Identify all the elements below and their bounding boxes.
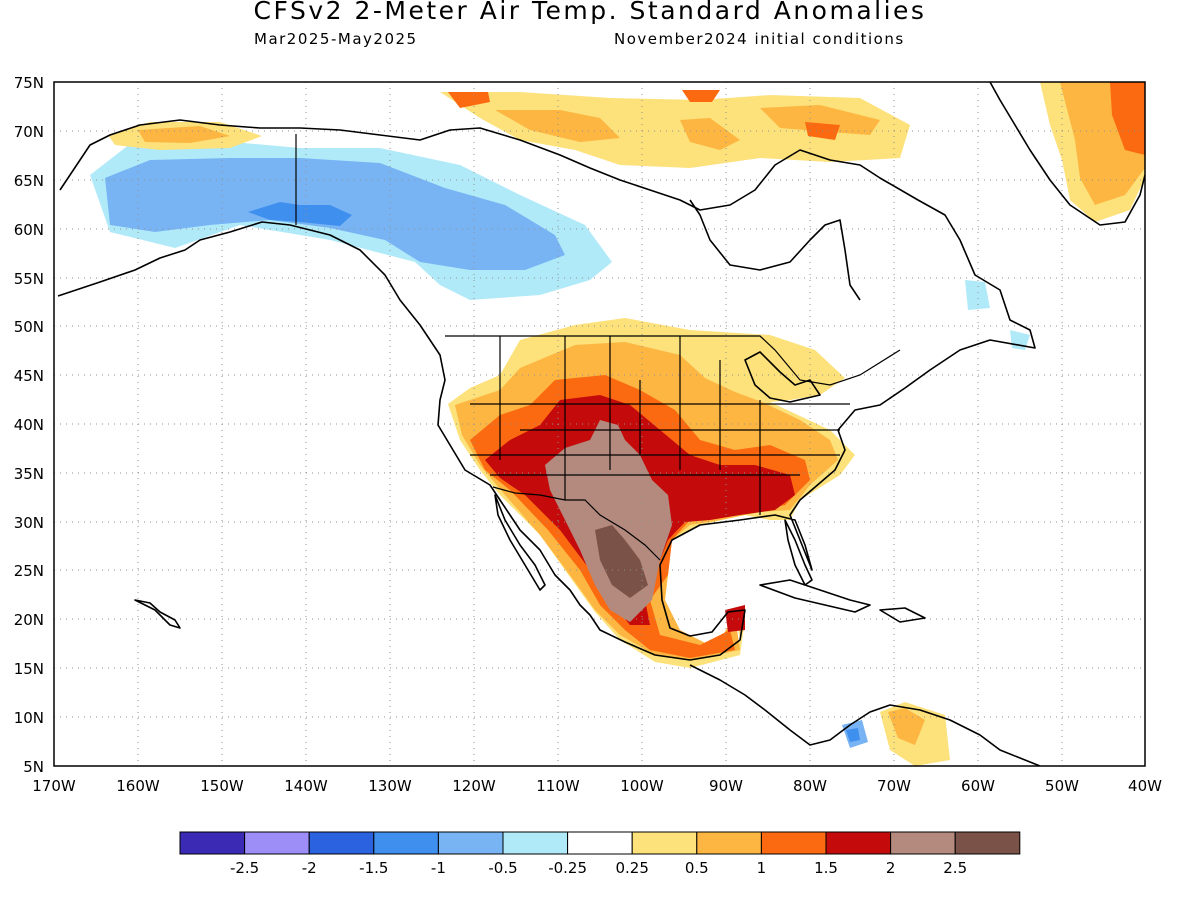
hawaii-islands	[134, 599, 181, 629]
map-title: CFSv2 2-Meter Air Temp. Standard Anomali…	[253, 0, 927, 25]
lat-label-50n: 50N	[14, 318, 44, 336]
warm-anomaly-alaska-north-core	[138, 126, 230, 143]
colorbar-tick-label: -2.5	[230, 859, 259, 877]
lon-label-120w: 120W	[452, 777, 496, 795]
colorbar-box-2	[308, 831, 375, 855]
colorbar-tick-label: 2	[886, 859, 896, 877]
colorbar-box-6	[567, 831, 633, 855]
colorbar: -2.5 -2 -1.5 -1 -0.5 -0.25 0.25 0.5 1 1.…	[179, 831, 1021, 877]
lat-label-15n: 15N	[14, 660, 44, 678]
colorbar-box-0	[179, 831, 246, 855]
lon-label-150w: 150W	[200, 777, 244, 795]
lat-label-40n: 40N	[14, 416, 44, 434]
colorbar-box-5	[502, 831, 569, 855]
lon-label-90w: 90W	[709, 777, 743, 795]
lat-label-35n: 35N	[14, 465, 44, 483]
lat-label-75n: 75N	[14, 74, 44, 92]
colorbar-tick-label: 0.25	[615, 859, 648, 877]
initial-conditions-label: November2024 initial conditions	[614, 30, 905, 48]
colorbar-box-12	[954, 831, 1021, 855]
alaska-coast	[57, 119, 1036, 661]
cuba-coast	[759, 579, 871, 613]
colorbar-box-10	[825, 831, 892, 855]
lon-label-80w: 80W	[793, 777, 827, 795]
colorbar-tick-label: 0.5	[685, 859, 709, 877]
colorbar-tick-label: -1.5	[359, 859, 388, 877]
baja-coast	[494, 494, 546, 591]
lon-label-160w: 160W	[116, 777, 160, 795]
cold-anomaly-south-america-strong	[846, 728, 860, 742]
lon-label-130w: 130W	[368, 777, 412, 795]
greenland-coast	[989, 82, 1145, 226]
lon-label-110w: 110W	[536, 777, 580, 795]
colorbar-box-1	[244, 831, 310, 855]
lon-label-140w: 140W	[284, 777, 328, 795]
lat-label-55n: 55N	[14, 270, 44, 288]
colorbar-box-11	[890, 831, 956, 855]
warm-anomaly-arctic-core	[495, 105, 880, 150]
lat-label-60n: 60N	[14, 221, 44, 239]
colorbar-tick-label: 1	[757, 859, 767, 877]
longitude-labels: 170W 160W 150W 140W 130W 120W 110W 100W …	[32, 777, 1162, 795]
cold-anomaly-labrador	[965, 280, 1030, 350]
lat-label-65n: 65N	[14, 172, 44, 190]
coastlines	[57, 82, 1145, 766]
colorbar-tick-label: -2	[302, 859, 317, 877]
florida-coast	[784, 519, 813, 586]
us-mexico-border	[492, 486, 661, 561]
warm-anomaly-max	[595, 525, 648, 598]
graticule	[54, 82, 1145, 766]
lon-label-100w: 100W	[620, 777, 664, 795]
warm-anomaly-greenland-hot	[1110, 82, 1145, 155]
colorbar-tick-label: -0.5	[488, 859, 517, 877]
lon-label-70w: 70W	[877, 777, 911, 795]
valid-period-label: Mar2025-May2025	[254, 30, 418, 48]
lat-label-70n: 70N	[14, 123, 44, 141]
colorbar-box-9	[760, 831, 827, 855]
lon-label-60w: 60W	[961, 777, 995, 795]
lat-label-10n: 10N	[14, 709, 44, 727]
colorbar-tick-label: -1	[431, 859, 446, 877]
colorbar-tick-label: -0.25	[548, 859, 587, 877]
lon-label-40w: 40W	[1128, 777, 1162, 795]
colorbar-box-7	[631, 831, 698, 855]
canada-us-border	[445, 335, 901, 386]
lat-label-20n: 20N	[14, 611, 44, 629]
colorbar-box-4	[437, 831, 504, 855]
latitude-labels: 75N 70N 65N 60N 55N 50N 45N 40N 35N 30N …	[14, 74, 44, 776]
hudson-bay-coast	[689, 199, 861, 301]
lon-label-50w: 50W	[1045, 777, 1079, 795]
colorbar-box-3	[373, 831, 439, 855]
borders	[295, 134, 901, 561]
cold-anomaly-strong	[248, 202, 352, 226]
lat-label-5n: 5N	[23, 758, 44, 776]
lat-label-25n: 25N	[14, 562, 44, 580]
lat-label-30n: 30N	[14, 514, 44, 532]
colorbar-tick-label: 1.5	[814, 859, 838, 877]
central-america-coast	[689, 664, 1041, 766]
state-lines	[470, 336, 850, 515]
warm-anomaly-south-america-core	[888, 708, 925, 745]
hispaniola-coast	[879, 607, 926, 623]
lat-label-45n: 45N	[14, 367, 44, 385]
colorbar-tick-label: 2.5	[943, 859, 967, 877]
lon-label-170w: 170W	[32, 777, 76, 795]
map-frame	[53, 81, 1146, 767]
colorbar-box-8	[696, 831, 762, 855]
warm-anomaly-arctic-hot	[448, 90, 840, 140]
great-lakes	[744, 351, 821, 403]
anomaly-shading	[90, 82, 1145, 766]
